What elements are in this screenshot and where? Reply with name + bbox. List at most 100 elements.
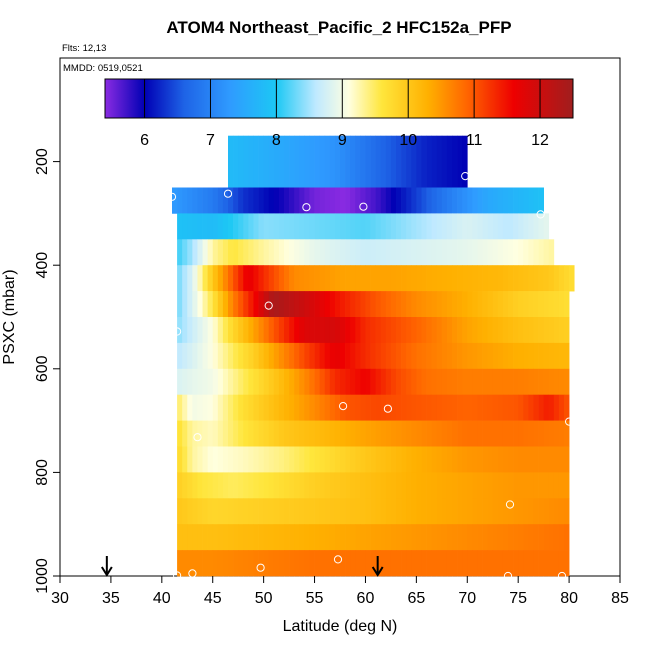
heatmap-cell <box>324 213 331 240</box>
heatmap-cell <box>385 265 392 292</box>
heatmap-cell <box>380 187 387 214</box>
heatmap-cell <box>340 550 346 577</box>
heatmap-cell <box>467 446 473 473</box>
heatmap-cell <box>360 317 366 344</box>
heatmap-cell <box>513 291 519 318</box>
heatmap-cell <box>304 368 310 396</box>
heatmap-cell <box>329 239 336 266</box>
heatmap-cell <box>294 135 300 188</box>
heatmap-cell <box>273 394 280 421</box>
heatmap-cell <box>187 446 193 473</box>
heatmap-cell <box>222 446 229 473</box>
heatmap-cell <box>334 368 341 396</box>
heatmap-cell <box>289 317 295 344</box>
heatmap-cell <box>233 265 239 292</box>
heatmap-cell <box>502 420 509 447</box>
heatmap-cell <box>543 498 550 525</box>
heatmap-cell <box>314 394 320 421</box>
heatmap-cell <box>390 498 397 525</box>
heatmap-cell <box>258 317 264 344</box>
heatmap-cell <box>319 265 326 292</box>
colorbar-gradient <box>104 78 574 119</box>
heatmap-cell <box>518 317 524 344</box>
heatmap-cell <box>431 524 438 551</box>
heatmap-cell <box>222 420 229 447</box>
heatmap-cell <box>263 524 270 551</box>
heatmap-cell <box>345 265 351 292</box>
heatmap-cell <box>416 446 422 473</box>
heatmap-cell <box>523 317 529 344</box>
heatmap-cell <box>304 524 310 551</box>
heatmap-cell <box>248 420 254 447</box>
heatmap-cell <box>564 498 570 525</box>
heatmap-cell <box>355 394 361 421</box>
heatmap-cell <box>284 317 290 344</box>
heatmap-cell <box>426 524 432 551</box>
heatmap-cell <box>436 342 443 370</box>
heatmap-cell <box>217 265 224 292</box>
heatmap-cell <box>329 472 336 499</box>
heatmap-cell <box>268 498 275 525</box>
heatmap-cell <box>482 317 488 344</box>
heatmap-cell <box>390 472 397 499</box>
heatmap-cell <box>528 524 534 551</box>
heatmap-cell <box>177 317 183 344</box>
heatmap-cell <box>212 498 219 525</box>
heatmap-cell <box>294 317 300 344</box>
y-tick-label: 400 <box>34 252 51 279</box>
heatmap-cell <box>299 187 305 214</box>
heatmap-cell <box>457 135 463 188</box>
heatmap-cell <box>324 342 331 370</box>
heatmap-cell <box>446 317 453 344</box>
heatmap-cell <box>492 420 499 447</box>
heatmap-cell <box>278 368 285 396</box>
heatmap-cell <box>406 446 412 473</box>
heatmap-cell <box>426 368 432 396</box>
heatmap-cell <box>228 291 234 318</box>
heatmap-cell <box>228 550 234 577</box>
heatmap-cell <box>421 213 427 240</box>
heatmap-cell <box>304 498 310 525</box>
heatmap-cell <box>416 524 422 551</box>
heatmap-cell <box>314 550 320 577</box>
heatmap-cell <box>258 446 264 473</box>
heatmap-cell <box>523 342 529 370</box>
heatmap-cell <box>457 550 463 577</box>
heatmap-cell <box>421 472 427 499</box>
sample-point <box>575 291 584 300</box>
heatmap-cell <box>558 317 565 344</box>
heatmap-cell <box>548 420 555 447</box>
heatmap-cell <box>472 472 478 499</box>
heatmap-cell <box>192 187 198 214</box>
heatmap-cell <box>416 239 422 266</box>
heatmap-cell <box>452 213 458 240</box>
heatmap-cell <box>513 187 519 214</box>
heatmap-cell <box>538 213 544 240</box>
heatmap-cell <box>492 368 499 396</box>
heatmap-cell <box>329 446 336 473</box>
heatmap-cell <box>228 446 234 473</box>
heatmap-cell <box>370 550 376 577</box>
heatmap-cell <box>273 291 280 318</box>
heatmap-cell <box>258 291 264 318</box>
heatmap-cell <box>243 135 249 188</box>
heatmap-cell <box>340 265 346 292</box>
heatmap-cell <box>462 498 468 525</box>
heatmap-cell <box>207 317 214 344</box>
colorbar-tick-label: 10 <box>399 132 417 149</box>
date-label: MMDD: 0519,0521 <box>63 63 143 74</box>
heatmap-cell <box>217 446 224 473</box>
heatmap-cell <box>401 420 407 447</box>
heatmap-cell <box>355 420 361 447</box>
heatmap-cell <box>548 265 555 292</box>
heatmap-cell <box>314 291 320 318</box>
heatmap-cell <box>324 446 331 473</box>
heatmap-cell <box>452 291 458 318</box>
heatmap-cell <box>202 368 208 396</box>
heatmap-cell <box>406 265 412 292</box>
heatmap-cell <box>533 265 539 292</box>
heatmap-cell <box>477 550 483 577</box>
heatmap-cell <box>243 291 249 318</box>
heatmap-cell <box>390 317 397 344</box>
